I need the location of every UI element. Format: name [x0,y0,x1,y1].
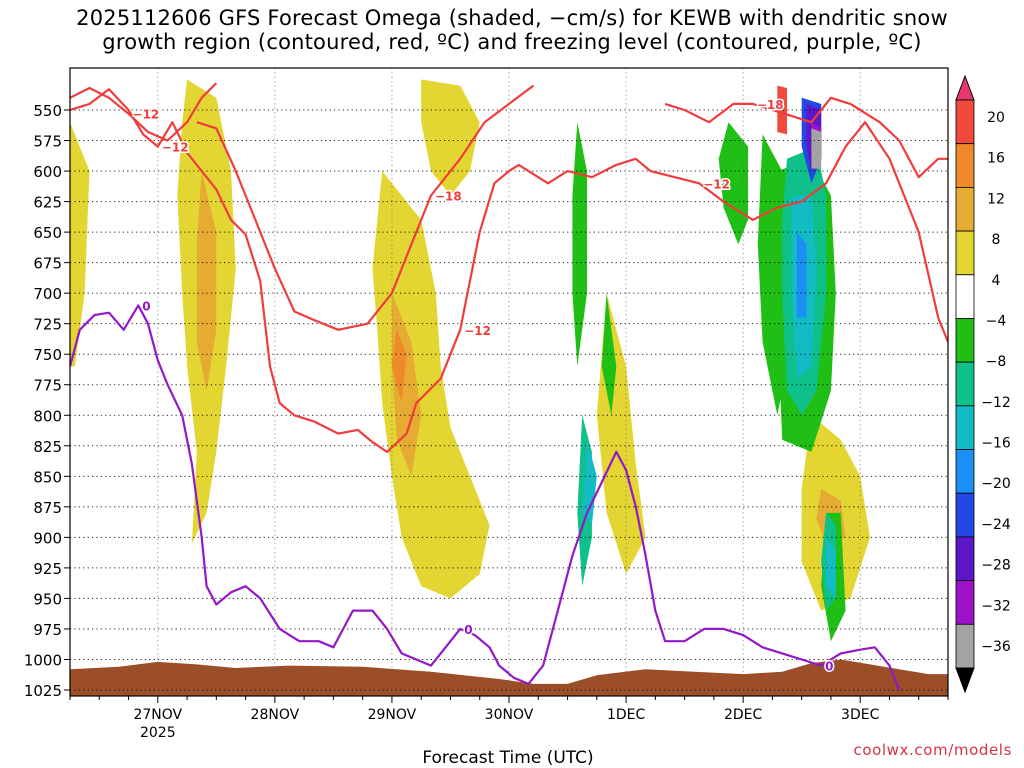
colorbar-label-0: 20 [987,110,1005,126]
dgz-contour-2-label-0: −18 [435,189,462,203]
x-axis-title: Forecast Time (UTC) [422,748,593,768]
omega-region-27 [777,85,787,135]
freezing-contour-0-label-0: 0 [142,299,150,313]
colorbar-swatch-11 [955,536,975,582]
grid [70,68,948,696]
colorbar-swatch-7 [955,361,975,407]
omega-region-5 [70,122,90,367]
x-tick-label-1: 28NOV [251,707,300,723]
colorbar-label-7: −12 [981,395,1011,411]
chart-title: 2025112606 GFS Forecast Omega (shaded, −… [0,6,1024,54]
colorbar-label-9: −20 [981,476,1011,492]
dgz-contour-0-label-2: −12 [464,324,491,338]
colorbar-swatch-9 [955,449,975,494]
colorbar-swatch-8 [955,405,975,450]
colorbar-swatch-6 [955,318,975,363]
omega-region-21 [826,537,836,599]
colorbar-label-6: −8 [986,354,1007,370]
y-tick-label-550: 550 [33,102,62,120]
omega-region-6 [196,171,217,391]
x-tick-label-4: 1DEC [607,707,646,723]
y-tick-label-825: 825 [33,438,62,456]
dgz-contour-1 [70,82,218,142]
colorbar-top-arrow [955,74,975,101]
y-tick-label-975: 975 [33,621,62,639]
y-tick-label-675: 675 [33,255,62,273]
dgz-contour-3 [664,96,948,179]
omega-region-12 [718,122,748,245]
y-tick-label-575: 575 [33,133,62,151]
dgz-contour-0 [70,88,948,453]
y-tick-label-850: 850 [33,468,62,486]
x-tick-label-0: 27NOV [133,707,182,723]
contours: −12 −12 −12 −12 −18 −18 0 0 0 [70,82,948,691]
x-tick-label-3: 30NOV [485,707,534,723]
terrain [70,659,948,696]
omega-region-9 [391,329,407,404]
freezing-contour-0 [70,304,901,691]
y-tick-label-900: 900 [33,529,62,547]
y-tick-label-750: 750 [33,346,62,364]
colorbar-label-1: 16 [987,151,1005,167]
y-tick-label-925: 925 [33,560,62,578]
colorbar-label-5: −4 [986,313,1007,329]
colorbar-label-4: 4 [992,273,1001,289]
colorbar-swatch-3 [955,186,975,232]
colorbar-label-10: −24 [981,517,1011,533]
omega-region-2 [421,79,480,196]
y-tick-label-800: 800 [33,407,62,425]
colorbar-label-12: −32 [981,598,1011,614]
colorbar: 20 16 12 8 4 −4 −8 −12 −16 −20 −24 −28 −32 −36 [955,74,1011,694]
title-line-2: growth region (contoured, red, ºC) and f… [102,30,922,54]
colorbar-swatch-12 [955,580,975,625]
omega-region-10 [572,122,587,367]
x-tick-label-6: 3DEC [841,707,880,723]
freezing-contour-0-label-1: 0 [464,623,472,637]
colorbar-swatch-5 [955,274,975,319]
terrain-surface [70,659,948,696]
omega-region-26 [811,128,822,169]
y-tick-label-1025: 1025 [24,682,62,700]
colorbar-swatch-4 [955,230,975,276]
colorbar-swatch-13 [955,623,975,669]
colorbar-label-3: 8 [992,232,1001,248]
dgz-contour-0-label-0: −12 [162,141,189,155]
dgz-contour-1-label-0: −12 [133,108,160,122]
colorbar-swatch-1 [955,99,975,145]
y-tick-label-625: 625 [33,194,62,212]
title-line-1: 2025112606 GFS Forecast Omega (shaded, −… [76,6,948,30]
y-tick-label-1000: 1000 [24,651,62,669]
dgz-contour-3-label-0: −18 [757,98,784,112]
omega-region-22 [796,232,807,318]
colorbar-swatch-10 [955,492,975,538]
omega-region-11 [601,293,617,416]
y-tick-label-875: 875 [33,499,62,517]
y-tick-label-600: 600 [33,163,62,181]
omega-shading [70,79,870,642]
y-tick-label-650: 650 [33,224,62,242]
colorbar-label-8: −16 [981,436,1011,452]
colorbar-swatch-2 [955,143,975,188]
dgz-contour-0-label-1: −12 [703,177,730,191]
x-tick-sublabel-0: 2025 [140,725,176,741]
credit-link[interactable]: coolwx.com/models [853,741,1012,759]
y-tick-label-700: 700 [33,285,62,303]
colorbar-label-13: −36 [981,639,1011,655]
y-tick-label-725: 725 [33,316,62,334]
freezing-contour-0-label-2: 0 [825,660,833,674]
x-tick-label-2: 29NOV [368,707,417,723]
x-axis: 27NOV 2025 28NOV 29NOV 30NOV 1DEC 2DEC 3DEC [69,696,949,741]
y-tick-label-950: 950 [33,590,62,608]
colorbar-label-11: −28 [981,558,1011,574]
omega-region-20 [582,439,597,526]
x-tick-label-5: 2DEC [724,707,763,723]
y-axis: 550 575 600 625 650 675 700 725 750 775 800 825 850 8… [24,102,70,700]
colorbar-label-2: 12 [987,191,1005,207]
colorbar-bottom-arrow [955,667,975,694]
y-tick-label-775: 775 [33,377,62,395]
dgz-contour-2 [196,84,535,331]
